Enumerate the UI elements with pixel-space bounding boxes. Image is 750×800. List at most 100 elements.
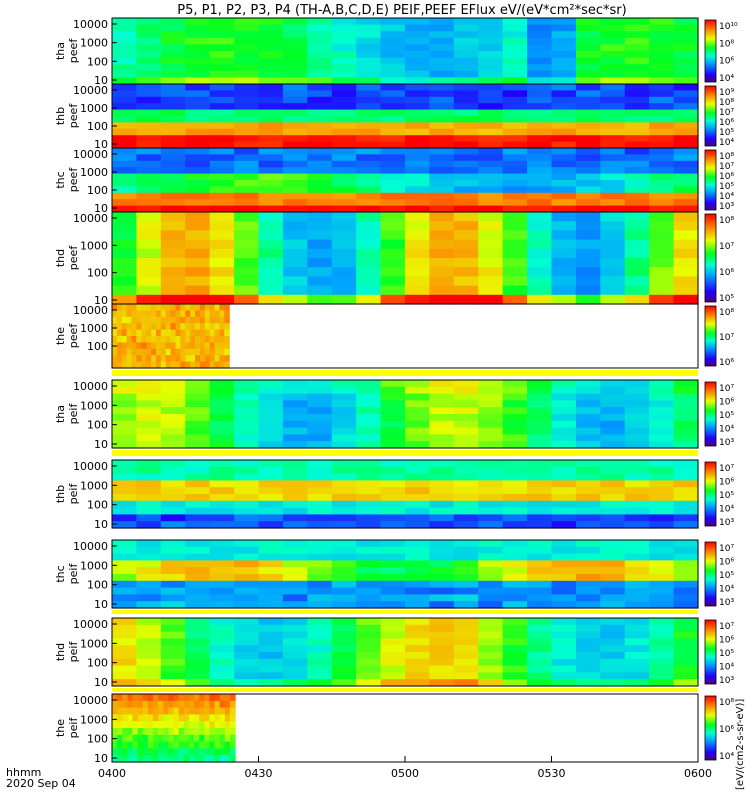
heatmap-cell (258, 601, 284, 609)
heatmap-cell (478, 199, 504, 207)
heatmap-cell (478, 407, 504, 415)
heatmap-cell (453, 199, 479, 207)
heatmap-cell (624, 434, 650, 442)
heatmap-cell (331, 494, 357, 502)
heatmap-cell (126, 304, 133, 311)
heatmap-cell (185, 514, 211, 522)
y-tick-label: 100 (87, 419, 108, 432)
heatmap-cell (380, 154, 406, 162)
heatmap-cell (331, 587, 357, 595)
heatmap-cell (380, 64, 406, 72)
heatmap-cell (112, 553, 138, 561)
heatmap-cell (405, 618, 431, 626)
heatmap-cell (649, 521, 675, 529)
heatmap-cell (194, 755, 200, 763)
heatmap-cell (180, 304, 186, 311)
heatmap-cell (600, 407, 626, 415)
heatmap-cell (429, 494, 455, 502)
heatmap-cell (183, 721, 190, 729)
heatmap-cell (478, 285, 504, 296)
heatmap-cell (331, 434, 357, 442)
heatmap-cell (429, 514, 455, 522)
heatmap-cell (307, 167, 333, 175)
colorbar-tick-label: 10⁸ (719, 216, 734, 226)
heatmap-cell (527, 645, 553, 653)
heatmap-cell (429, 186, 455, 194)
heatmap-cell (624, 672, 650, 680)
heatmap-cell (453, 103, 479, 111)
heatmap-cell (527, 51, 553, 59)
heatmap-cell (116, 336, 123, 343)
heatmap-cell (405, 44, 431, 52)
heatmap-cell (502, 285, 528, 296)
heatmap-cell (146, 316, 152, 324)
heatmap-cell (258, 248, 284, 259)
heatmap-cell (429, 109, 455, 117)
heatmap-cell (405, 500, 431, 509)
heatmap-cell (204, 707, 211, 715)
heatmap-cell (209, 473, 235, 481)
heatmap-cell (551, 64, 577, 72)
heatmap-cell (112, 507, 138, 515)
heatmap-cell (155, 348, 162, 356)
heatmap-cell (307, 514, 333, 522)
heatmap-cell (153, 748, 159, 756)
heatmap-cell (575, 248, 601, 259)
heatmap-cell (478, 487, 504, 495)
heatmap-cell (551, 84, 577, 91)
heatmap-cell (624, 128, 650, 136)
heatmap-cell (258, 167, 284, 175)
heatmap-cell (160, 192, 186, 200)
heatmap-cell (282, 186, 308, 194)
heatmap-cell (209, 148, 235, 155)
heatmap-cell (624, 276, 650, 287)
heatmap-cell (258, 427, 284, 435)
heatmap-cell (234, 212, 260, 222)
heatmap-cell (180, 336, 186, 343)
heatmap-cell (478, 624, 504, 633)
heatmap-cell (624, 473, 650, 481)
heatmap-cell (478, 248, 504, 259)
heatmap-cell (160, 276, 186, 287)
heatmap-cell (160, 267, 186, 277)
heatmap-cell (209, 393, 235, 401)
heatmap-cell (575, 31, 601, 39)
heatmap-cell (624, 122, 650, 130)
heatmap-cell (527, 672, 553, 680)
heatmap-cell (478, 587, 504, 595)
heatmap-cell (356, 44, 382, 52)
heatmap-cell (624, 460, 650, 468)
y-tick-label: 100 (87, 499, 108, 512)
heatmap-cell (183, 741, 190, 749)
heatmap-cell (331, 173, 357, 181)
heatmap-cell (331, 638, 357, 646)
heatmap-cell (527, 294, 553, 305)
heatmap-cell (136, 141, 162, 149)
heatmap-cell (183, 728, 190, 736)
heatmap-cell (185, 355, 191, 363)
heatmap-cell (199, 694, 205, 702)
heatmap-cell (258, 500, 284, 509)
y-tick-label: 10000 (73, 148, 108, 161)
heatmap-cell (527, 567, 553, 575)
heatmap-cell (575, 84, 601, 91)
heatmap-cell (405, 64, 431, 72)
heatmap-cell (214, 741, 221, 749)
heatmap-cell (429, 57, 455, 65)
heatmap-cell (405, 631, 431, 639)
colorbar (704, 461, 717, 527)
heatmap-cell (136, 285, 162, 296)
heatmap-cell (136, 116, 162, 123)
heatmap-cell (307, 420, 333, 429)
heatmap-cell (527, 560, 553, 568)
heatmap-cell (429, 665, 455, 673)
heatmap-cell (282, 386, 308, 395)
heatmap-cell (356, 672, 382, 680)
heatmap-cell (429, 192, 455, 200)
heatmap-cell (502, 414, 528, 422)
heatmap-cell (331, 51, 357, 59)
heatmap-cell (502, 480, 528, 488)
heatmap-cell (136, 31, 162, 39)
heatmap-cell (141, 329, 147, 337)
heatmap-cell (117, 714, 123, 722)
